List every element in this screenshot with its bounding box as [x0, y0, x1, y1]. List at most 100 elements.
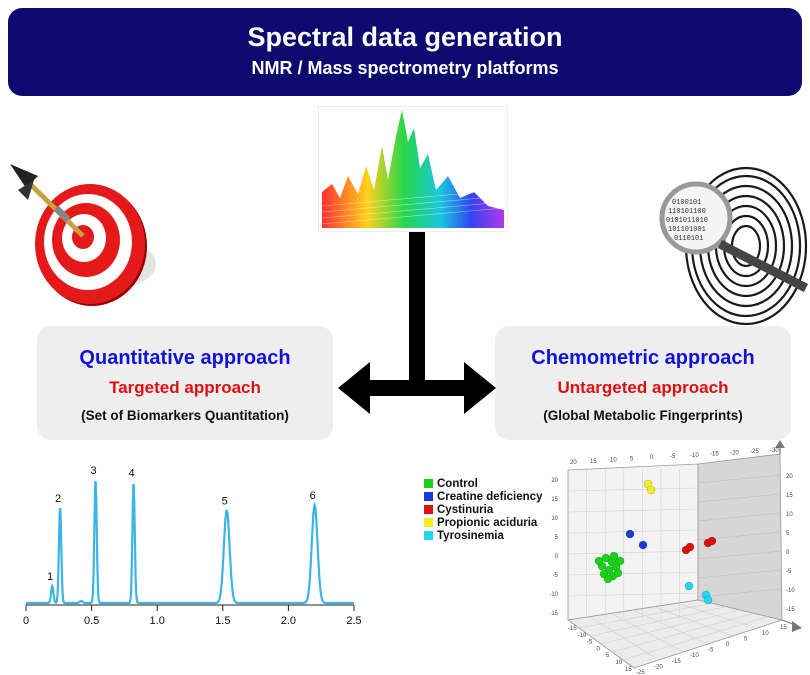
pca-3d-scatter-plot: 20 15 10 5 0 -5 -10 -15 -20 -25 -3020151050-5-10-1…: [549, 440, 802, 675]
svg-text:0100101: 0100101: [672, 199, 701, 207]
back-tick-label: 20: [570, 460, 577, 466]
grid-line: [697, 569, 782, 579]
quantitative-approach-panel: Quantitative approach Targeted approach …: [37, 326, 333, 440]
scatter-point: [625, 529, 635, 539]
chemometric-heading: Chemometric approach: [531, 347, 755, 369]
back-tick-label: 10: [610, 458, 617, 464]
grid-line: [697, 588, 782, 598]
svg-text:0101011010: 0101011010: [666, 217, 708, 225]
legend-item: Tyrosinemia: [424, 530, 542, 543]
grid-line: [697, 512, 782, 522]
right-tick-label: -5: [786, 569, 792, 575]
right-tick-label: -15: [786, 607, 795, 613]
left-tick-label: 20: [551, 478, 558, 484]
scatter-point: [646, 485, 656, 495]
x-tick-label: 2.5: [346, 615, 361, 627]
scatter-point: [603, 574, 613, 584]
floor-tick-label: 0: [597, 646, 601, 652]
untargeted-subheading: Untargeted approach: [557, 378, 729, 397]
chromatogram-chart: 0 0.5 1.0 1.5 2.0 2.5 1 2 3 4 5 6: [23, 465, 362, 627]
peak-label: 6: [310, 490, 316, 502]
title-banner: Spectral data generation NMR / Mass spec…: [8, 8, 802, 96]
floor-tick-label: -5: [587, 640, 593, 646]
x-tick-label: 0: [23, 615, 29, 627]
right-tick-label: 15: [786, 493, 793, 499]
legend-item: Creatine deficiency: [424, 491, 542, 504]
targeted-subheading: Targeted approach: [109, 378, 261, 397]
left-tick-label: 0: [555, 554, 559, 560]
right-tick-label: 10: [786, 512, 793, 518]
horizontal-connector: [360, 380, 474, 396]
scatter-point: [684, 581, 694, 591]
left-arrow-head: [338, 362, 370, 414]
peak-label: 4: [129, 468, 135, 480]
peak-label: 1: [47, 571, 53, 583]
back-tick-label: -20: [730, 450, 739, 456]
banner-title: Spectral data generation: [247, 22, 563, 52]
chemometric-approach-panel: Chemometric approach Untargeted approach…: [495, 326, 791, 440]
scatter-point: [601, 553, 611, 563]
legend-label: Cystinuria: [437, 504, 494, 516]
back-tick-label: 5: [630, 456, 634, 462]
floor-tick-label: -15: [672, 659, 681, 665]
scatter-point: [609, 551, 619, 561]
quantitative-heading: Quantitative approach: [79, 347, 291, 369]
3d-spectra-icon: [318, 106, 508, 232]
scatter-point: [707, 536, 717, 546]
back-tick-label: -5: [670, 454, 676, 460]
legend-swatch: [424, 492, 433, 501]
scatter-point: [594, 556, 604, 566]
scatter-point: [615, 556, 625, 566]
legend-item: Propionic aciduria: [424, 517, 542, 530]
x-tick-label: 2.0: [281, 615, 296, 627]
back-wall: [567, 463, 699, 621]
left-tick-label: -10: [549, 592, 558, 598]
left-tick-label: 10: [551, 516, 558, 522]
peak-label: 5: [222, 496, 228, 508]
back-tick-label: -10: [690, 453, 699, 459]
floor-tick-label: -25: [636, 670, 645, 675]
grid-line: [567, 550, 699, 555]
scatter-legend: Control Creatine deficiency Cystinuria Prop…: [424, 478, 542, 543]
grid-line: [567, 487, 699, 492]
grid-line: [622, 616, 769, 661]
floor-tick-label: -10: [690, 653, 699, 659]
grid-line: [697, 474, 782, 484]
right-tick-label: 20: [786, 474, 793, 480]
x-tick-label: 1.5: [215, 615, 230, 627]
legend-label: Creatine deficiency: [437, 491, 543, 503]
x-axis-arrowhead: [792, 621, 802, 632]
peak-label: 2: [55, 493, 61, 505]
left-tick-label: 5: [555, 535, 559, 541]
chemometric-note: (Global Metabolic Fingerprints): [543, 408, 743, 423]
scatter-point: [613, 568, 623, 578]
x-tick-label: 0.5: [84, 615, 99, 627]
left-tick-label: -5: [553, 573, 559, 579]
chromatogram-trace: [26, 481, 354, 605]
z-axis-arrowhead: [775, 440, 785, 448]
scatter-point: [638, 540, 648, 550]
floor-tick-label: -20: [654, 664, 663, 670]
banner-subtitle: NMR / Mass spectrometry platforms: [251, 58, 559, 78]
floor-tick-label: 10: [616, 660, 623, 666]
back-tick-label: -25: [750, 449, 759, 455]
legend-label: Tyrosinemia: [437, 530, 504, 542]
legend-item: Control: [424, 478, 542, 491]
scatter-point: [703, 595, 713, 605]
grid-line: [567, 571, 699, 576]
x-tick-label: 1.0: [150, 615, 165, 627]
right-tick-label: -10: [786, 588, 795, 594]
scatter-point: [685, 542, 695, 552]
right-arrow-head: [464, 362, 496, 414]
grid-line: [697, 493, 782, 503]
peak-label: 3: [90, 465, 96, 477]
back-tick-label: -30: [770, 448, 779, 454]
floor-tick-label: 15: [780, 625, 787, 631]
floor-tick-label: -5: [708, 648, 714, 654]
fingerprint-magnifier-icon: 0100101 110101100 0101011010 101101001 0…: [659, 166, 809, 325]
grid-line: [567, 508, 699, 513]
floor-tick-label: 15: [625, 667, 632, 673]
quantitative-note: (Set of Biomarkers Quantitation): [81, 408, 289, 423]
svg-text:101101001: 101101001: [668, 226, 706, 234]
